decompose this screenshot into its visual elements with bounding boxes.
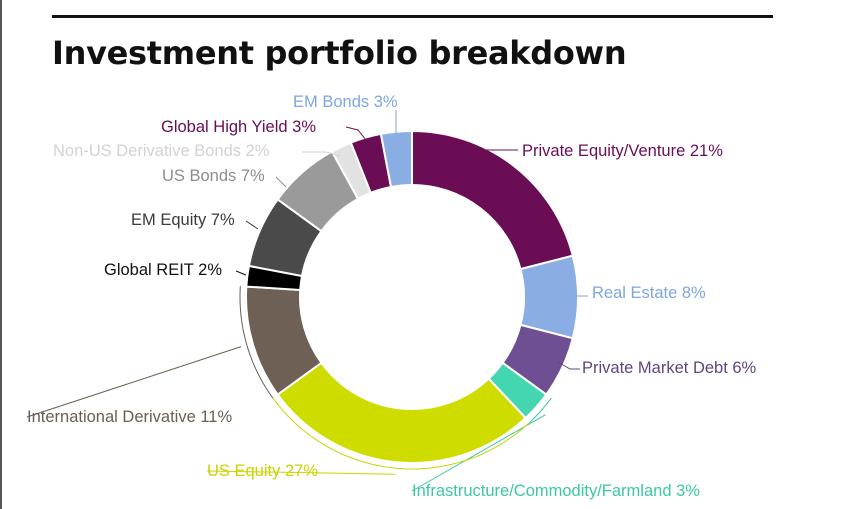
donut-slices <box>245 129 579 464</box>
bracket-infrastructure-commodity-farmland <box>529 397 552 423</box>
slice-real-estate <box>519 254 579 340</box>
leader-international-derivative <box>26 346 242 418</box>
slice-em-bonds <box>379 129 413 189</box>
label-infrastructure-commodity-farmland: Infrastructure/Commodity/Farmland 3% <box>412 482 700 500</box>
leader-infrastructure-commodity-farmland <box>411 414 546 492</box>
leader-global-reit <box>235 270 247 276</box>
leader-private-market-debt <box>557 361 580 370</box>
leader-us-equity <box>206 470 396 475</box>
label-em-equity: EM Equity 7% <box>131 211 235 229</box>
slice-us-equity <box>276 361 528 464</box>
label-em-bonds: EM Bonds 3% <box>293 93 398 111</box>
chart-title: Investment portfolio breakdown <box>52 34 627 72</box>
label-us-bonds: US Bonds 7% <box>162 167 265 185</box>
label-real-estate: Real Estate 8% <box>592 284 706 302</box>
bracket-us-equity <box>272 397 531 470</box>
label-global-high-yield: Global High Yield 3% <box>161 118 316 136</box>
slice-labels: Private Equity/Venture 21% Real Estate 8%… <box>27 93 757 500</box>
leader-lines <box>26 110 588 492</box>
leader-global-high-yield <box>345 126 367 141</box>
label-non-us-derivative-bonds: Non-US Derivative Bonds 2% <box>53 142 270 160</box>
label-international-derivative: International Derivative 11% <box>27 408 232 426</box>
title-rule <box>52 15 773 18</box>
left-border <box>0 0 2 509</box>
label-private-equity-venture: Private Equity/Venture 21% <box>522 142 723 160</box>
label-global-reit: Global REIT 2% <box>104 261 222 279</box>
bracket-international-derivative <box>239 286 274 399</box>
leader-us-bonds <box>275 176 287 188</box>
label-us-equity: US Equity 27% <box>207 462 318 480</box>
leader-non-us-derivative-bonds <box>302 151 341 157</box>
leader-em-equity <box>245 220 259 230</box>
label-private-market-debt: Private Market Debt 6% <box>582 359 757 377</box>
